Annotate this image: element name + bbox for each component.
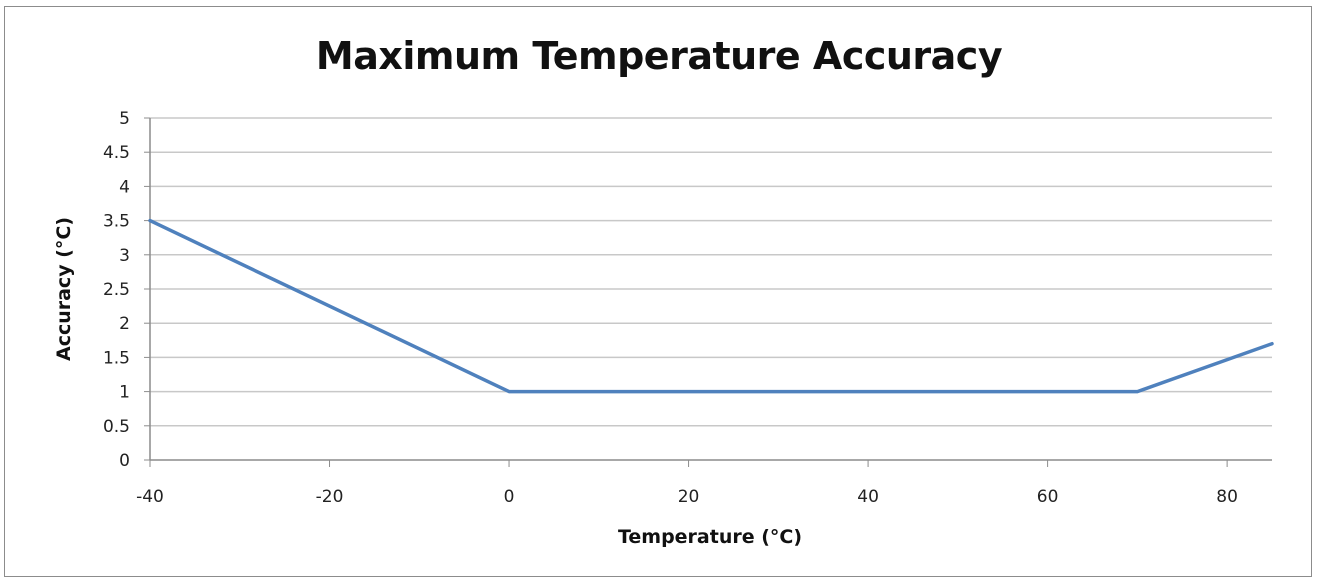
y-tick-label: 4.5	[103, 143, 130, 163]
series	[148, 218, 1274, 394]
y-tick-label: 3	[119, 246, 130, 266]
y-tick-label: 1.5	[103, 348, 130, 368]
y-tick-label: 2.5	[103, 280, 130, 300]
y-axis-title: Accuracy (°C)	[53, 217, 75, 361]
x-axis-title: Temperature (°C)	[618, 526, 802, 548]
y-tick-label: 0	[119, 451, 130, 471]
x-tick-label: 60	[1037, 487, 1059, 507]
y-tick-label: 4	[119, 177, 130, 197]
y-tick-label: 1	[119, 383, 130, 403]
gridlines	[150, 117, 1272, 427]
y-tick-label: 0.5	[103, 417, 130, 437]
x-tick-label: 80	[1216, 487, 1238, 507]
chart-frame	[4, 6, 1312, 577]
y-tick-label: 2	[119, 314, 130, 334]
chart-title: Maximum Temperature Accuracy	[315, 34, 1003, 78]
x-tick-label: 40	[857, 487, 879, 507]
x-tick-labels: -40 -20 0 20 40 60 80	[136, 487, 1238, 507]
x-tick-label: -40	[136, 487, 164, 507]
x-tick-label: 20	[678, 487, 700, 507]
series-line	[148, 218, 1274, 394]
x-tick-label: -20	[316, 487, 344, 507]
y-tick-label: 5	[119, 109, 130, 129]
x-tick-label: 0	[504, 487, 515, 507]
y-tick-labels: 0 0.5 1 1.5 2 2.5 3 3.5 4 4.5 5	[103, 109, 130, 471]
axes	[144, 117, 1272, 467]
y-tick-label: 3.5	[103, 212, 130, 232]
